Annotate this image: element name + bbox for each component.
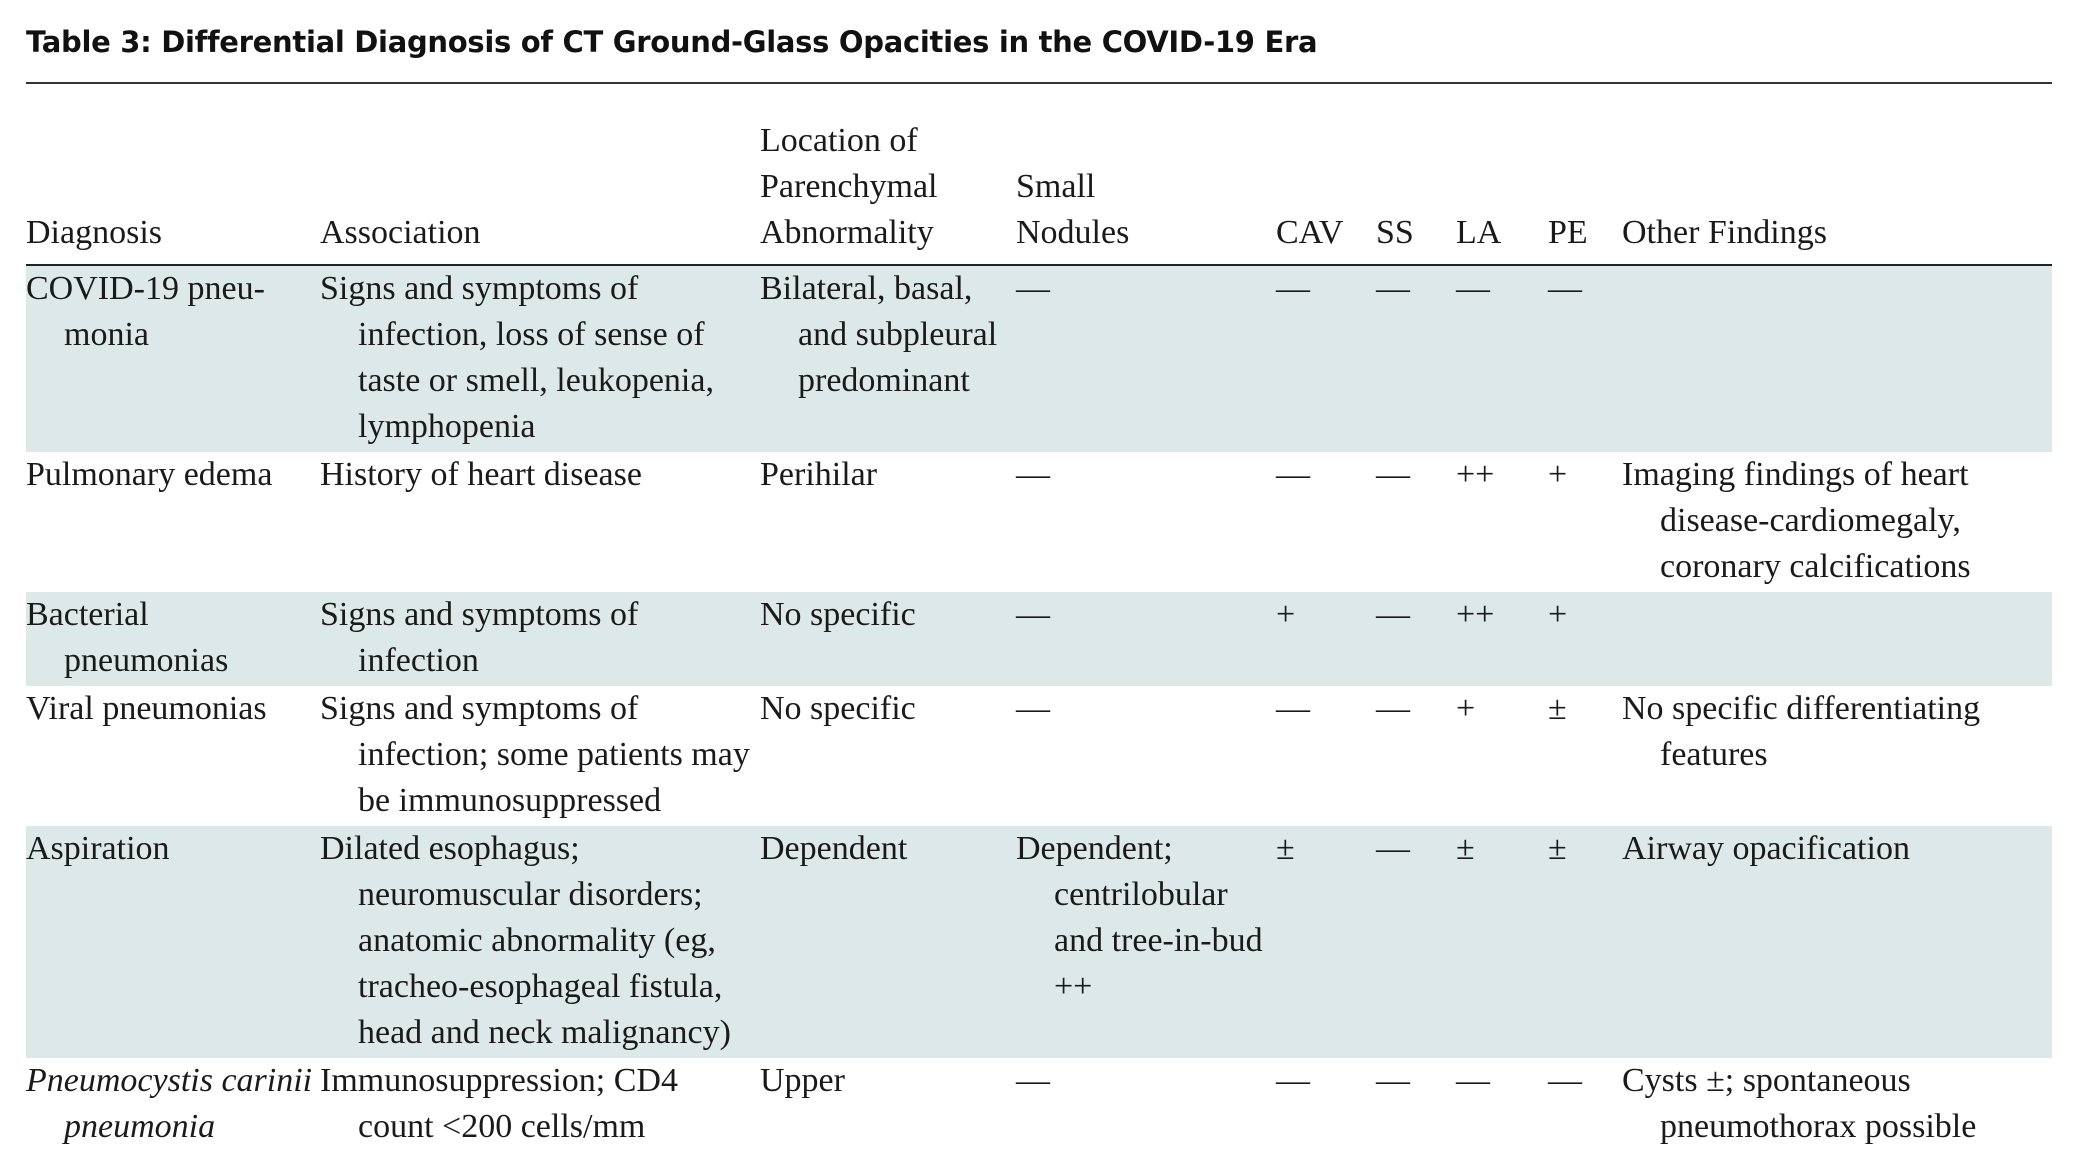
cell-nodules: — [1016, 265, 1276, 452]
cell-ss: — [1376, 1062, 1410, 1099]
differential-diagnosis-table: Diagnosis Association Location of Parenc… [26, 84, 2052, 1158]
table-row: Bacterial pneumonias Signs and symptoms … [26, 592, 2052, 686]
cell-other: Cysts ±; spontaneous pneumothorax possib… [1622, 1062, 1977, 1145]
cell-location: No specific [760, 690, 916, 727]
cell-ss: — [1376, 456, 1410, 493]
cell-association: Signs and symptoms of infection; some pa… [320, 690, 750, 819]
table-title: Table 3: Differential Diagnosis of CT Gr… [26, 25, 1318, 59]
cell-association: Dilated esophagus; neuromuscular disorde… [320, 826, 760, 1058]
cell-la: ++ [1456, 592, 1548, 686]
cell-association: History of heart disease [320, 456, 642, 493]
header-location: Location of Parenchymal Abnormality [760, 84, 1016, 266]
table-container: Table 3: Differential Diagnosis of CT Gr… [26, 0, 2052, 1158]
header-nodules-line2: Nodules [1016, 214, 1130, 251]
cell-other: Airway opacification [1622, 826, 2052, 1058]
header-row: Diagnosis Association Location of Parenc… [26, 84, 2052, 266]
cell-other [1622, 265, 2052, 452]
cell-location: No specific [760, 592, 1016, 686]
header-other: Other Findings [1622, 84, 2052, 266]
cell-diagnosis: Viral pneumonias [26, 690, 267, 727]
cell-pe: — [1548, 265, 1622, 452]
cell-association: Signs and symptoms of infection, loss of… [320, 265, 760, 452]
table-row: Aspiration Dilated esophagus; neuromuscu… [26, 826, 2052, 1058]
cell-pe: — [1548, 1062, 1582, 1099]
cell-la: — [1456, 265, 1548, 452]
cell-location: Perihilar [760, 456, 878, 493]
cell-la: + [1456, 690, 1476, 727]
cell-pe: ± [1548, 826, 1622, 1058]
cell-diagnosis: Pulmonary edema [26, 456, 273, 493]
cell-nodules: — [1016, 456, 1050, 493]
header-cav: CAV [1276, 84, 1376, 266]
header-location-line3: Abnormality [760, 214, 934, 251]
cell-la: ± [1456, 826, 1548, 1058]
cell-la: — [1456, 1062, 1490, 1099]
cell-cav: — [1276, 456, 1310, 493]
table-row: COVID-19 pneu-monia Signs and symptoms o… [26, 265, 2052, 452]
cell-cav: ± [1276, 826, 1376, 1058]
header-pe: PE [1548, 84, 1622, 266]
cell-diagnosis: Bacterial pneumonias [26, 592, 320, 686]
header-diagnosis: Diagnosis [26, 84, 320, 266]
header-ss: SS [1376, 84, 1456, 266]
cell-la: ++ [1456, 456, 1495, 493]
cell-other [1622, 592, 2052, 686]
cell-nodules: — [1016, 690, 1050, 727]
cell-other: No specific differentiating features [1622, 690, 1981, 773]
cell-ss: — [1376, 592, 1456, 686]
cell-diagnosis: Pneumocystis carinii pneumonia [26, 1062, 313, 1145]
cell-nodules: Dependent; centrilobular and tree-in-bud… [1016, 826, 1276, 1058]
table-row: Pulmonary edema History of heart disease… [26, 452, 2052, 592]
cell-cav: — [1276, 1062, 1310, 1099]
cell-pe: + [1548, 592, 1622, 686]
cell-diagnosis: COVID-19 pneu-monia [26, 265, 320, 452]
cell-cav: — [1276, 265, 1376, 452]
cell-ss: — [1376, 265, 1456, 452]
table-row: Pneumocystis carinii pneumonia Immunosup… [26, 1058, 2052, 1158]
header-location-line2: Parenchymal [760, 168, 938, 205]
header-nodules-line1: Small [1016, 168, 1096, 205]
header-nodules: Small Nodules [1016, 84, 1276, 266]
cell-location: Bilateral, basal, and subpleural predomi… [760, 265, 1016, 452]
cell-pe: + [1548, 456, 1568, 493]
header-association: Association [320, 84, 760, 266]
header-la: LA [1456, 84, 1548, 266]
cell-pe: ± [1548, 690, 1567, 727]
table-row: Viral pneumonias Signs and symptoms of i… [26, 686, 2052, 826]
cell-ss: — [1376, 826, 1456, 1058]
cell-other: Imaging findings of heart disease-cardio… [1622, 456, 1971, 585]
title-rule [26, 82, 2052, 84]
header-location-line1: Location of [760, 122, 918, 159]
cell-nodules: — [1016, 592, 1276, 686]
cell-ss: — [1376, 690, 1410, 727]
cell-cav: + [1276, 592, 1376, 686]
cell-diagnosis: Aspiration [26, 826, 320, 1058]
cell-location: Upper [760, 1062, 845, 1099]
cell-nodules: — [1016, 1062, 1050, 1099]
cell-cav: — [1276, 690, 1310, 727]
cell-association: Signs and symptoms of infection [320, 592, 760, 686]
cell-location: Dependent [760, 826, 1016, 1058]
cell-association: Immunosuppression; CD4 count <200 cells/… [320, 1062, 678, 1145]
